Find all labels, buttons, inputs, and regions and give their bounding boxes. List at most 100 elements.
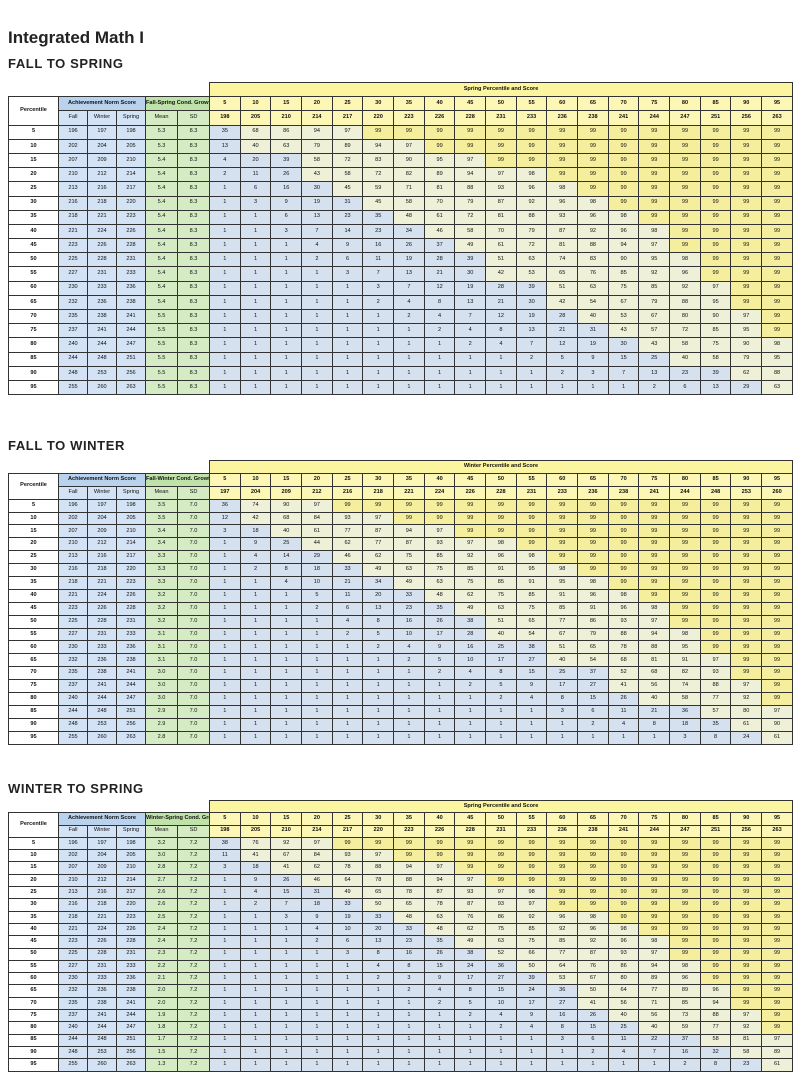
probability-cell: 1: [515, 365, 548, 381]
probability-cell: 1: [331, 280, 364, 296]
probability-cell: 99: [699, 886, 732, 900]
growth-value-cell: 1.8: [145, 1021, 178, 1035]
probability-cell: 1: [393, 692, 425, 706]
probability-cell: 99: [669, 195, 701, 211]
percentile-header-cell: 90: [730, 812, 763, 826]
probability-cell: 99: [485, 152, 517, 169]
probability-cell: 17: [485, 653, 517, 668]
achievement-score-cell: 197: [87, 124, 117, 140]
probability-cell: 1: [331, 1009, 364, 1023]
achievement-score-cell: 244: [58, 351, 88, 367]
achievement-score-cell: 233: [116, 959, 146, 974]
percentile-header-cell: 25: [331, 812, 364, 826]
probability-cell: 99: [607, 524, 640, 539]
probability-cell: 1: [270, 379, 303, 396]
probability-cell: 93: [607, 947, 640, 961]
probability-cell: 92: [730, 1021, 763, 1035]
probability-cell: 4: [270, 576, 303, 590]
probability-cell: 25: [607, 1021, 640, 1035]
probability-cell: 1: [301, 704, 333, 719]
probability-cell: 75: [607, 280, 640, 296]
probability-cell: 19: [515, 308, 548, 325]
table-row: 40 221 224 226 2.4 7.2 1 1 1 4 10 20 33 48 62 75 85 92 96 9…: [8, 922, 793, 937]
probability-cell: 97: [638, 614, 671, 629]
probability-cell: 95: [423, 152, 456, 169]
probability-cell: 97: [423, 861, 456, 875]
achievement-score-cell: 198: [116, 124, 146, 140]
probability-cell: 99: [423, 124, 456, 140]
percentile-header-cell: 50: [485, 812, 517, 826]
probability-cell: 88: [577, 238, 609, 254]
probability-cell: 9: [423, 640, 456, 655]
probability-cell: 4: [454, 666, 487, 681]
probability-cell: 1: [209, 959, 241, 974]
probability-cell: 99: [546, 886, 579, 900]
probability-cell: 99: [669, 910, 701, 924]
achievement-score-cell: 233: [116, 627, 146, 642]
probability-cell: 19: [301, 195, 333, 211]
probability-cell: 1: [331, 323, 364, 339]
probability-cell: 99: [730, 280, 763, 296]
probability-cell: 68: [607, 653, 640, 668]
probability-cell: 99: [669, 209, 701, 225]
achievement-score-cell: 220: [116, 563, 146, 578]
table-row: 65 232 236 238 5.4 8.3 1 1 1 1 1 2 4 8 13 21 30 42 54 67 79 8…: [8, 294, 793, 311]
achievement-score-cell: 241: [87, 323, 117, 339]
table-row: 80 240 244 247 5.5 8.3 1 1 1 1 1 1 1 1 2 4 7 12 19 30 43 58 75…: [8, 337, 793, 353]
probability-cell: 1: [270, 984, 303, 998]
probability-cell: 95: [638, 252, 671, 268]
probability-cell: 1: [331, 1045, 364, 1060]
probability-cell: 99: [699, 873, 732, 888]
header-row-groups: Percentile Achievement Norm Score Fall-Spr…: [8, 96, 793, 126]
percentile-header-cell: 30: [362, 812, 395, 826]
probability-cell: 2: [638, 379, 671, 396]
growth-value-cell: 2.8: [145, 730, 178, 745]
probability-cell: 1: [239, 337, 272, 353]
growth-value-cell: 7.2: [176, 984, 211, 998]
growth-value-cell: 7.2: [176, 849, 211, 863]
probability-cell: 1: [270, 614, 303, 629]
growth-value-cell: 5.4: [145, 223, 178, 240]
probability-cell: 58: [730, 1045, 763, 1060]
probability-cell: 1: [301, 730, 333, 745]
probability-cell: 99: [454, 524, 487, 539]
table-row: 45 223 226 228 2.4 7.2 1 1 1 2 6 13 23 35 49 63 75 85 92 96…: [8, 935, 793, 949]
probability-cell: 14: [331, 223, 364, 240]
probability-cell: 99: [730, 223, 763, 240]
achievement-score-cell: 260: [87, 730, 117, 745]
probability-cell: 99: [577, 511, 609, 526]
score-header-cell: 260: [761, 485, 793, 500]
probability-cell: 99: [699, 576, 732, 590]
probability-cell: 99: [669, 947, 701, 961]
probability-cell: 99: [699, 195, 732, 211]
probability-cell: 81: [730, 1033, 763, 1047]
probability-cell: 38: [209, 836, 241, 851]
probability-cell: 1: [239, 692, 272, 706]
probability-cell: 99: [669, 124, 701, 140]
probability-cell: 67: [577, 972, 609, 986]
probability-cell: 19: [331, 910, 364, 924]
probability-cell: 99: [761, 223, 793, 240]
achievement-score-cell: 247: [116, 337, 146, 353]
probability-cell: 1: [331, 730, 364, 745]
percentile-header-cell: 95: [761, 472, 793, 487]
probability-cell: 39: [454, 252, 487, 268]
probability-cell: 63: [515, 252, 548, 268]
probability-cell: 99: [515, 849, 548, 863]
probability-cell: 1: [270, 653, 303, 668]
achievement-score-cell: 214: [116, 873, 146, 888]
probability-cell: 99: [515, 511, 548, 526]
achievement-score-cell: 263: [116, 1058, 146, 1072]
probability-cell: 99: [577, 124, 609, 140]
probability-cell: 90: [393, 152, 425, 169]
growth-value-cell: 3.0: [145, 692, 178, 706]
probability-cell: 88: [362, 861, 395, 875]
score-header-cell: 256: [730, 824, 763, 838]
probability-cell: 97: [761, 1033, 793, 1047]
probability-cell: 99: [761, 498, 793, 513]
probability-cell: 99: [730, 167, 763, 183]
probability-cell: 65: [515, 614, 548, 629]
achievement-score-cell: 223: [58, 238, 88, 254]
probability-cell: 72: [454, 209, 487, 225]
row-percentile: 35: [8, 209, 59, 225]
